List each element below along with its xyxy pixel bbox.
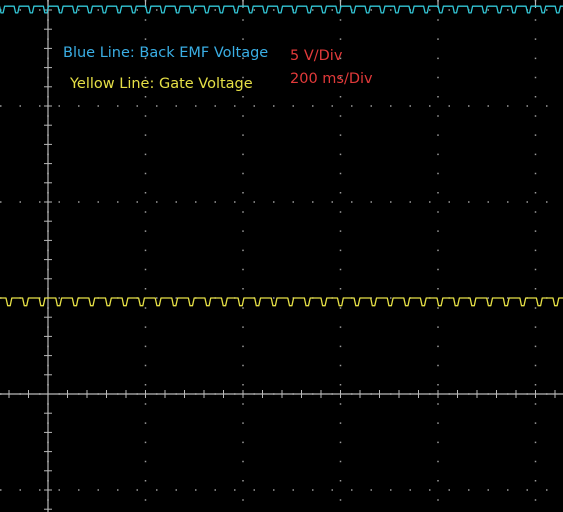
trace-gate-voltage — [0, 297, 563, 307]
signal-traces — [0, 5, 563, 307]
time-per-div-label: 200 ms/Div — [290, 71, 373, 87]
trace-back-emf-voltage — [0, 5, 563, 14]
volts-per-div-label: 5 V/Div — [290, 48, 343, 64]
yellow-legend-label: Yellow Line: Gate Voltage — [70, 76, 253, 92]
blue-legend-label: Blue Line: Back EMF Voltage — [63, 45, 269, 61]
